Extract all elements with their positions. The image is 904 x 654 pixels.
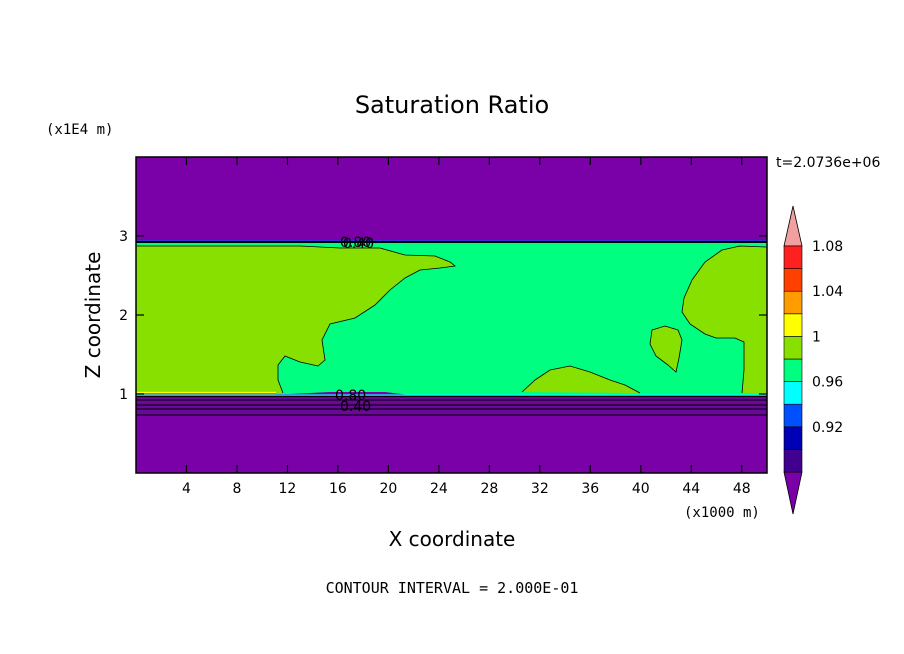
x-tick-label: 8	[232, 481, 241, 497]
contour-field: 0.80 0.40 0.80 0.40	[136, 157, 767, 473]
contour-interval-footer: CONTOUR INTERVAL = 2.000E-01	[326, 579, 579, 597]
colorbar-swatch	[783, 268, 803, 292]
colorbar-label: 1	[812, 329, 821, 345]
region-left-band	[136, 246, 455, 394]
x-unit-label: (x1000 m)	[684, 505, 760, 521]
colorbar-swatch	[783, 426, 803, 450]
chart-title: Saturation Ratio	[355, 91, 549, 119]
y-axis: 1 2 3	[119, 229, 767, 403]
contour-label: 0.80	[340, 235, 371, 251]
x-tick-label: 24	[430, 481, 448, 497]
colorbar-over-arrow	[783, 205, 803, 247]
colorbar-swatch	[783, 336, 803, 360]
line-bottom-boundary-yellow	[136, 391, 276, 394]
y-tick-label: 3	[119, 229, 128, 245]
line-bottom-boundary-cyan	[136, 394, 767, 396]
y-tick-label: 1	[119, 387, 128, 403]
y-axis-label: Z coordinate	[81, 252, 105, 379]
x-axis: 4 8 12 16 20 24 28 32 36 40 44 48	[182, 157, 751, 497]
region-center-patch	[522, 366, 640, 393]
x-tick-label: 28	[480, 481, 498, 497]
contour-labels: 0.80 0.40 0.80 0.40	[335, 235, 374, 415]
x-tick-label: 4	[182, 481, 191, 497]
colorbar-swatch	[783, 381, 803, 405]
colorbar-label: 0.96	[812, 375, 843, 391]
colorbar-label: 1.04	[812, 284, 843, 300]
colorbar-under-arrow	[783, 471, 803, 515]
region-right-patch	[682, 246, 767, 394]
x-tick-label: 12	[279, 481, 297, 497]
y-unit-label: (x1E4 m)	[46, 122, 113, 138]
colorbar-swatch	[783, 449, 803, 473]
x-tick-label: 32	[531, 481, 549, 497]
time-label: t=2.0736e+06	[776, 155, 880, 171]
x-tick-label: 48	[733, 481, 751, 497]
contour-label: 0.40	[343, 236, 374, 252]
contour-label: 0.80	[335, 388, 366, 404]
x-axis-label: X coordinate	[389, 527, 516, 551]
x-tick-label: 36	[581, 481, 599, 497]
colorbar-label: 0.92	[812, 420, 843, 436]
colorbar-swatch	[783, 290, 803, 315]
contour-label: 0.40	[340, 399, 371, 415]
colorbar: 0.92 0.96 1 1.04 1.08	[783, 205, 843, 515]
contour-lines	[136, 241, 767, 416]
colorbar-swatch	[783, 358, 803, 382]
x-tick-label: 20	[379, 481, 397, 497]
x-tick-label: 44	[682, 481, 700, 497]
colorbar-label: 1.08	[812, 239, 843, 255]
y-tick-label: 2	[119, 308, 128, 324]
region-lower-dark-band	[136, 397, 767, 415]
x-tick-label: 16	[329, 481, 347, 497]
x-tick-label: 40	[632, 481, 650, 497]
colorbar-swatch	[783, 403, 803, 428]
colorbar-swatch	[783, 313, 803, 337]
region-island	[650, 326, 682, 372]
colorbar-swatch	[783, 245, 803, 269]
line-bottom-boundary-orange	[136, 393, 276, 395]
